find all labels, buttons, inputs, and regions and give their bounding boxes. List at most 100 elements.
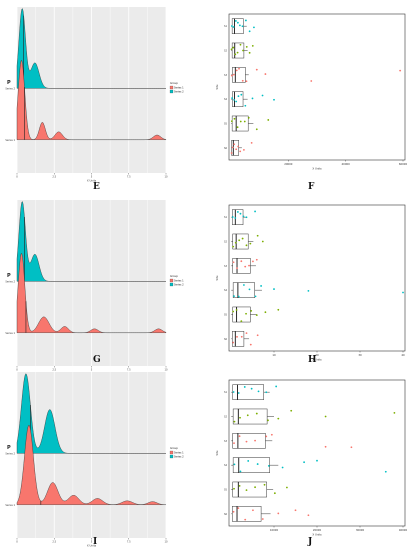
data-point [254,439,256,442]
density-area-series-1 [16,425,167,505]
data-point [239,120,242,123]
y-axis-label: P [7,80,11,86]
data-point [239,212,242,215]
category-label: S2 [224,50,228,53]
x-tick-label: 2.5 [52,369,56,372]
data-point [244,518,247,521]
plot-frame [228,379,406,527]
legend-title: Group [170,81,178,85]
category-label: S1 [224,391,228,394]
data-point [232,245,235,248]
data-point [254,486,256,489]
density-area-series-2 [16,201,166,282]
group-label: Series 2 [5,452,15,455]
x-tick-label: 0 [16,176,18,179]
ridgeline-chart-g: Series 2 Series 1 P 0 2.5 5 7.5 10 Group Series 1… [3,198,203,376]
data-point [294,509,297,512]
data-point [393,412,396,414]
data-point [254,295,257,298]
data-point [245,80,248,83]
data-point [241,79,244,82]
data-point [350,446,353,449]
data-point [232,510,235,513]
category-label: S3 [224,440,228,443]
data-point [243,284,245,286]
legend-entry: Series 2 [174,91,184,94]
data-point [273,98,275,101]
data-point [245,244,248,247]
box [232,433,266,449]
panel-label-j: J [308,537,313,547]
data-point [324,415,327,418]
legend-title: Group [170,446,178,450]
data-point [241,25,244,28]
data-point [237,295,240,298]
data-point [256,234,259,237]
data-point [255,314,258,317]
data-point [245,489,248,492]
data-point [240,93,243,96]
data-point [232,341,235,344]
x-axis-label: X Units [312,533,322,537]
data-point [277,308,280,311]
data-point [256,463,259,465]
category-label: S5 [224,489,228,492]
box [232,457,270,473]
x-tick-label: 40000 [342,162,351,166]
data-point [233,98,236,101]
box [232,331,245,347]
data-point [241,237,244,240]
data-point [247,460,250,462]
group-label: Series 1 [5,332,15,335]
data-point [250,141,253,144]
density-area-series-2 [16,8,166,89]
y-axis-label: P [7,273,11,279]
data-point [242,215,245,218]
legend-swatch [169,89,174,94]
data-point [232,261,235,264]
x-tick-label: 10 [164,369,168,372]
boxplot-chart-j: S1 S2 S3 S4 S5 S6 Site 10000 20000 30000 40000 X Un… [213,378,409,540]
data-point [239,150,242,153]
plot-frame [228,204,406,352]
x-axis-label: X Units [87,179,97,183]
x-axis-label: X Units [312,167,322,171]
panel-label-e: E [93,182,100,192]
data-point [267,419,269,422]
legend-entry: Series 1 [174,452,184,455]
data-point [230,25,233,27]
x-tick-label: 20000 [313,528,322,532]
ridgeline-chart-e: Series 2 Series 1 P 0 2.5 5 7.5 10 X Units Group S… [3,5,203,183]
data-point [255,128,258,131]
data-point [248,51,251,54]
category-label: S4 [224,289,228,292]
category-label: S1 [224,25,228,28]
x-tick-label: 7.5 [127,369,131,372]
x-tick-label: 2.5 [52,176,56,179]
density-area-series-1 [16,253,167,333]
density-area-series-2 [16,373,166,454]
category-label: S3 [224,74,228,77]
data-point [265,391,268,394]
data-point [307,289,310,292]
box [232,233,249,250]
group-label: Series 2 [5,87,15,90]
x-tick-label: 0 [16,369,18,372]
data-point [230,152,233,154]
y-axis-label: Site [215,84,219,89]
data-point [245,216,248,219]
data-point [248,288,251,291]
x-tick-label: 2.5 [52,541,56,544]
data-point [307,514,310,517]
data-point [235,69,238,72]
data-point [248,264,250,267]
legend-swatch [169,454,174,459]
data-point [234,217,237,219]
data-point [310,80,313,82]
category-label: S4 [224,464,228,467]
legend-swatch [169,278,174,283]
data-point [252,260,254,263]
group-label: Series 2 [5,280,15,283]
panel-label-h: H [308,355,317,365]
